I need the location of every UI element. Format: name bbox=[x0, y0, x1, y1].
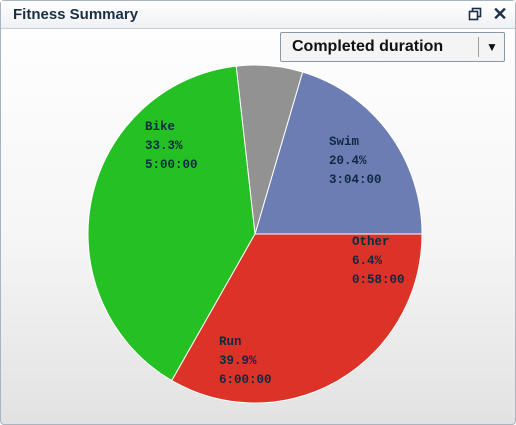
chevron-down-icon[interactable]: ▼ bbox=[486, 40, 498, 54]
pie-slice-bike[interactable] bbox=[171, 233, 423, 404]
panel-title: Fitness Summary bbox=[13, 6, 139, 23]
slice-label-bike: Bike 33.3% 5:00:00 bbox=[145, 120, 198, 172]
dropdown-separator bbox=[478, 37, 479, 57]
panel-titlebar: Fitness Summary ✕ bbox=[1, 1, 515, 29]
close-icon[interactable]: ✕ bbox=[492, 4, 508, 24]
metric-dropdown[interactable]: Completed duration ▼ bbox=[280, 32, 505, 62]
slice-label-swim: Swim 20.4% 3:04:00 bbox=[329, 135, 382, 187]
pie-slice-run[interactable] bbox=[87, 65, 256, 382]
slice-label-other: Other 6.4% 0:58:00 bbox=[352, 235, 405, 287]
restore-window-icon[interactable] bbox=[465, 4, 485, 24]
metric-dropdown-value: Completed duration bbox=[292, 38, 444, 55]
slice-label-run: Run 39.9% 6:00:00 bbox=[219, 335, 272, 387]
pie-slice-swim[interactable] bbox=[254, 71, 423, 235]
